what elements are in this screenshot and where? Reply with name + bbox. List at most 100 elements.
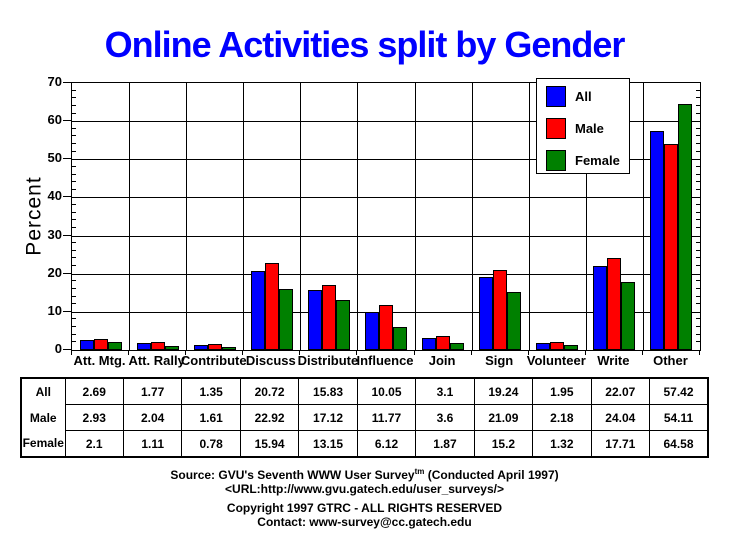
bar [536, 342, 551, 350]
y-minor-tick [72, 135, 76, 137]
table-cell: 15.83 [298, 377, 358, 405]
y-minor-tick [696, 165, 700, 167]
gridline-v [186, 83, 188, 350]
x-tick [584, 350, 586, 355]
contact-line: Contact: www-survey@cc.gatech.edu [257, 515, 472, 529]
x-category-label: Influence [356, 353, 414, 368]
table-row: Female 2.1 1.11 0.78 15.94 13.15 6.12 1.87 15.2 1… [21, 430, 709, 458]
y-minor-tick [72, 318, 76, 320]
bar [335, 299, 350, 350]
y-minor-tick [696, 249, 700, 251]
y-tick-label: 30 [47, 226, 62, 242]
y-tick-label: 60 [47, 112, 62, 128]
gridline-v [642, 83, 644, 350]
y-minor-tick [696, 226, 700, 228]
table-cell: 13.15 [298, 430, 358, 458]
y-minor-tick [72, 165, 76, 167]
x-tick [71, 350, 72, 355]
gridline-v [300, 83, 302, 350]
bar [493, 269, 508, 350]
x-category-label: Distribute [297, 353, 359, 368]
y-minor-tick [696, 242, 700, 244]
table-cell: 1.11 [122, 430, 183, 458]
y-minor-tick [72, 127, 76, 129]
x-category-label: Volunteer [526, 353, 586, 368]
x-category-label: Sign [485, 353, 514, 368]
y-minor-tick [696, 257, 700, 259]
gridline-h [72, 121, 700, 123]
bar [79, 339, 94, 350]
y-minor-tick [696, 341, 700, 343]
bar [650, 130, 665, 350]
gridline-v [528, 83, 530, 350]
x-tick [242, 350, 244, 355]
bar [93, 338, 108, 350]
legend: All Male Female [536, 78, 630, 174]
x-category-label: Write [597, 353, 630, 368]
bar [550, 341, 565, 350]
bar [136, 343, 151, 350]
y-tick-label: 0 [54, 341, 62, 356]
footer: Source: GVU's Seventh WWW User Surveytm … [0, 468, 729, 530]
x-category-label: Contribute [180, 353, 247, 368]
bar [221, 347, 236, 350]
table-cell: 1.35 [181, 377, 241, 405]
bar [607, 258, 622, 350]
bar [450, 342, 465, 350]
table-cell: 24.04 [590, 404, 651, 431]
y-minor-tick [72, 287, 76, 289]
y-minor-tick [696, 104, 700, 106]
y-minor-tick [72, 333, 76, 335]
table-cell: 22.07 [590, 377, 651, 405]
y-minor-tick [696, 333, 700, 335]
y-tick-label: 40 [47, 188, 62, 204]
copyright-line: Copyright 1997 GTRC - ALL RIGHTS RESERVE… [226, 501, 503, 515]
table-cell: 1.87 [415, 430, 475, 458]
x-category-label: Att. Rally [128, 353, 185, 368]
y-minor-tick [696, 295, 700, 297]
table-cell: 2.93 [64, 404, 124, 431]
bar [393, 326, 407, 350]
y-minor-tick [72, 280, 76, 282]
table-cell: 1.32 [532, 430, 592, 458]
y-minor-tick [72, 150, 76, 152]
source-suffix: (Conducted April 1997) [424, 468, 559, 482]
y-minor-tick [72, 97, 76, 99]
x-category-label: Discuss [245, 353, 296, 368]
y-minor-tick [696, 173, 700, 175]
bar [278, 289, 293, 350]
y-minor-tick [696, 303, 700, 305]
bar [678, 103, 693, 350]
table-cell: 15.2 [473, 430, 534, 458]
table-cell: 54.11 [649, 404, 709, 431]
bar [621, 282, 636, 350]
legend-label: Female [575, 153, 620, 168]
y-minor-tick [696, 326, 700, 328]
gridline-v [243, 83, 245, 350]
table-cell: 1.77 [122, 377, 183, 405]
bar [107, 341, 122, 350]
y-tick-label: 70 [47, 74, 62, 89]
y-minor-tick [72, 249, 76, 251]
bar [321, 284, 336, 350]
y-minor-tick [72, 173, 76, 175]
x-tick [641, 350, 643, 355]
gridline-v [471, 83, 473, 350]
x-tick [470, 350, 472, 355]
y-minor-tick [696, 97, 700, 99]
y-major-tick [63, 82, 71, 83]
y-minor-tick [696, 287, 700, 289]
y-minor-tick [696, 188, 700, 190]
table-cell: 64.58 [649, 430, 709, 458]
y-minor-tick [696, 318, 700, 320]
table-cell: 57.42 [649, 377, 709, 405]
bar [664, 143, 679, 350]
y-minor-tick [72, 303, 76, 305]
table-cell: 21.09 [473, 404, 534, 431]
y-minor-tick [696, 265, 700, 267]
bar [436, 336, 451, 350]
y-axis-label-text: Percent [23, 175, 46, 256]
bar [250, 270, 265, 350]
gridline-h [72, 197, 700, 199]
x-category-label: Other [653, 353, 688, 368]
